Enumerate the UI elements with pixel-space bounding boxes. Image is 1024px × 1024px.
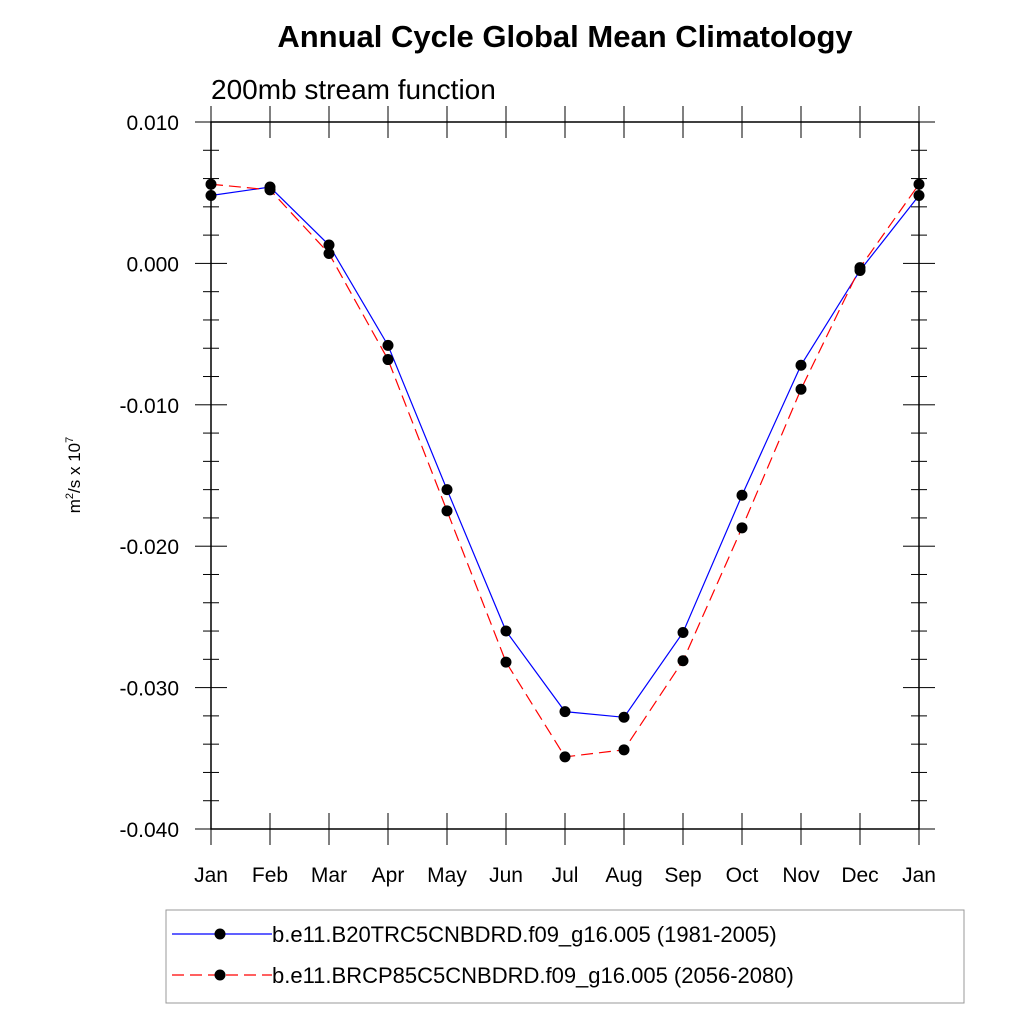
y-tick-label: 0.000 bbox=[126, 253, 179, 276]
x-tick-label: Jan bbox=[194, 864, 228, 887]
x-tick-label: Apr bbox=[372, 864, 405, 887]
data-point bbox=[795, 383, 807, 395]
data-point bbox=[913, 190, 925, 202]
legend-label-0: b.e11.B20TRC5CNBDRD.f09_g16.005 (1981-20… bbox=[272, 922, 777, 947]
data-point bbox=[382, 339, 394, 351]
y-tick-label: 0.010 bbox=[126, 112, 179, 135]
data-point bbox=[559, 706, 571, 718]
data-point bbox=[618, 711, 630, 723]
data-point bbox=[264, 184, 276, 196]
data-point bbox=[854, 262, 866, 274]
legend-marker-0 bbox=[214, 928, 226, 940]
plot-frame bbox=[210, 121, 920, 830]
y-tick-label: -0.030 bbox=[119, 678, 179, 701]
y-axis-label: m2/s x 107 bbox=[64, 437, 84, 514]
x-tick-label: Nov bbox=[782, 864, 820, 887]
data-point bbox=[500, 625, 512, 637]
data-point bbox=[500, 656, 512, 668]
x-tick-label: Dec bbox=[841, 864, 878, 887]
data-point bbox=[736, 489, 748, 501]
data-point bbox=[205, 190, 217, 202]
x-tick-label: Jun bbox=[489, 864, 523, 887]
x-tick-label: Sep bbox=[664, 864, 701, 887]
legend-box bbox=[165, 909, 965, 1004]
data-point bbox=[205, 178, 217, 190]
y-tick-label: -0.010 bbox=[119, 395, 179, 418]
data-point bbox=[441, 484, 453, 496]
svg-text:m2/s x 107: m2/s x 107 bbox=[64, 437, 84, 514]
x-tick-label: Mar bbox=[311, 864, 347, 887]
x-tick-label: Jul bbox=[552, 864, 579, 887]
data-point bbox=[795, 359, 807, 371]
x-tick-label: Jan bbox=[902, 864, 936, 887]
y-tick-label: -0.040 bbox=[119, 819, 179, 842]
series-0 bbox=[205, 181, 925, 723]
data-point bbox=[736, 522, 748, 534]
legend-marker-1 bbox=[214, 969, 226, 981]
series-line-1 bbox=[210, 183, 920, 758]
legend-label-1: b.e11.BRCP85C5CNBDRD.f09_g16.005 (2056-2… bbox=[272, 963, 794, 988]
x-tick-label: Aug bbox=[605, 864, 642, 887]
x-tick-label: May bbox=[427, 864, 467, 887]
data-point bbox=[441, 505, 453, 517]
data-point bbox=[382, 354, 394, 366]
chart-title: Annual Cycle Global Mean Climatology bbox=[277, 19, 853, 54]
data-point bbox=[323, 248, 335, 260]
series-line-0 bbox=[210, 186, 920, 718]
data-point bbox=[323, 239, 335, 251]
data-point bbox=[677, 655, 689, 667]
chart-subtitle: 200mb stream function bbox=[211, 74, 496, 105]
legend: b.e11.B20TRC5CNBDRD.f09_g16.005 (1981-20… bbox=[165, 909, 965, 1004]
x-tick-label: Oct bbox=[726, 864, 759, 887]
series-1 bbox=[205, 178, 925, 763]
data-point bbox=[618, 744, 630, 756]
data-point bbox=[559, 751, 571, 763]
x-tick-label: Feb bbox=[252, 864, 288, 887]
y-tick-label: -0.020 bbox=[119, 536, 179, 559]
data-point bbox=[913, 178, 925, 190]
data-point bbox=[677, 626, 689, 638]
